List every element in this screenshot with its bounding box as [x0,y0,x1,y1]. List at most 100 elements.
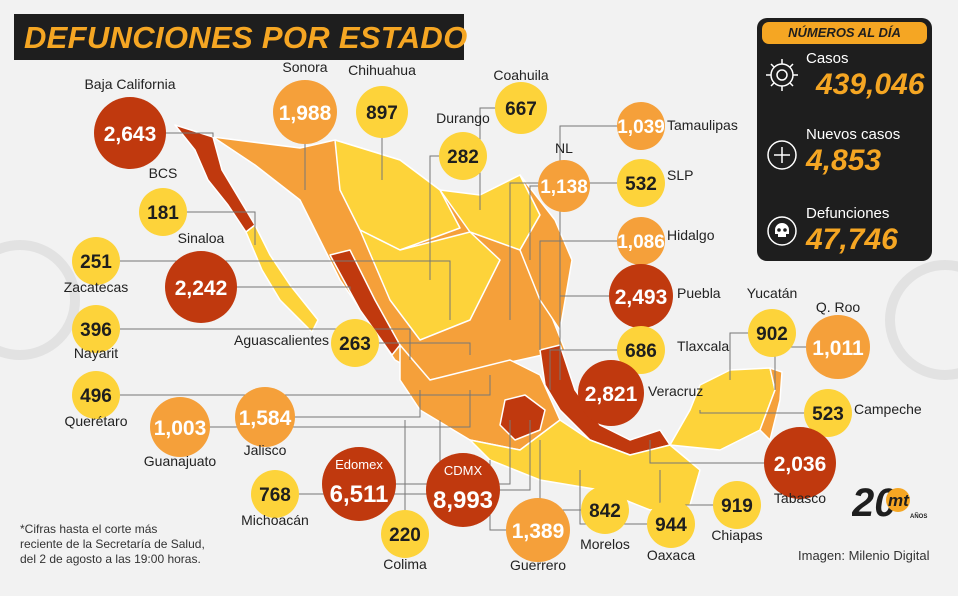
state-bubble-zacatecas [72,237,120,285]
state-label-baja-california: Baja California [84,76,175,92]
state-value-nl: 1,138 [540,177,588,198]
state-bubble-jalisco [235,387,295,447]
state-value-sinaloa: 2,242 [175,277,228,300]
state-bubble-puebla [609,264,673,328]
state-value-aguascalientes: 263 [339,334,371,355]
stat-value-nuevos-casos: 4,853 [806,144,882,177]
state-value-colima: 220 [389,525,421,546]
leader-line-jalisco [265,390,421,418]
state-label-cdmx: CDMX [444,463,483,478]
state-value-guanajuato: 1,003 [154,417,207,440]
state-label-guanajuato: Guanajuato [144,453,217,469]
state-label-nl: NL [555,140,573,156]
state-value-nayarit: 396 [80,320,112,341]
state-bubbles: 2,643 Baja California 1,988 Sonora 897 Chihua… [64,59,922,573]
leader-line-oaxaca [579,470,671,525]
state-bubble-colima [381,510,429,558]
state-label-nayarit: Nayarit [74,345,118,361]
state-value-guerrero: 1,389 [512,520,565,543]
state-value-puebla: 2,493 [615,286,668,309]
leader-line-quer-taro [96,375,491,396]
map-region-durango-zacatecas [359,229,501,341]
state-label-q-roo: Q. Roo [816,299,861,315]
state-label-morelos: Morelos [580,536,630,552]
state-value-baja-california: 2,643 [104,123,157,146]
state-label-veracruz: Veracruz [648,383,703,399]
map-region-edomex-cdmx [499,394,546,441]
state-label-yucat-n: Yucatán [747,285,798,301]
state-bubble-q-roo [806,315,870,379]
state-bubble-cdmx [426,453,500,527]
state-bubble-oaxaca [647,500,695,548]
state-bubble-aguascalientes [331,319,379,367]
state-label-michoac-n: Michoacán [241,512,309,528]
state-value-tamaulipas: 1,039 [617,117,665,138]
stats-header: NÚMEROS AL DÍA [762,22,927,44]
stat-value-casos: 439,046 [816,68,925,101]
state-value-bcs: 181 [147,203,179,224]
leader-line-nayarit [96,328,411,360]
state-value-veracruz: 2,821 [585,383,638,406]
logo-brand: mt [888,491,910,510]
state-value-q-roo: 1,011 [812,337,864,360]
state-bubble-tlaxcala [617,326,665,374]
state-bubble-nl [538,160,590,212]
stats-panel [757,18,932,261]
state-bubble-durango [439,132,487,180]
state-value-oaxaca: 944 [655,515,687,536]
state-label-hidalgo: Hidalgo [667,227,715,243]
state-value-michoac-n: 768 [259,485,291,506]
virus-icon [766,59,798,91]
state-label-bcs: BCS [149,165,178,181]
state-value-quer-taro: 496 [80,386,112,407]
state-bubble-quer-taro [72,371,120,419]
logo-sub: AÑOS [910,513,927,520]
state-label-tamaulipas: Tamaulipas [667,117,738,133]
state-value-yucat-n: 902 [756,324,788,345]
leader-line-edomex [359,420,511,485]
stat-label-defunciones: Defunciones [806,205,890,222]
state-label-campeche: Campeche [854,401,922,417]
leader-line-sinaloa [201,286,351,290]
leader-line-tabasco [649,440,800,464]
state-bubble-chihuahua [356,86,408,138]
state-value-durango: 282 [447,147,479,168]
state-bubble-yucat-n [748,309,796,357]
state-bubble-tabasco [764,427,836,499]
state-value-zacatecas: 251 [80,252,112,273]
leader-line-slp [509,182,641,320]
state-bubble-michoac-n [251,470,299,518]
image-credit: Imagen: Milenio Digital [798,548,930,563]
state-bubble-tamaulipas [617,102,665,150]
stat-value-defunciones: 47,746 [806,223,898,256]
state-label-sinaloa: Sinaloa [178,230,225,246]
leader-line-bcs [163,211,256,245]
state-value-tabasco: 2,036 [774,453,827,476]
stat-label-casos: Casos [806,50,849,67]
state-value-jalisco: 1,584 [239,407,292,430]
state-value-edomex: 6,511 [330,481,389,508]
state-bubble-bcs [139,188,187,236]
state-bubble-chiapas [713,481,761,529]
state-value-cdmx: 8,993 [433,487,493,514]
state-bubble-morelos [581,486,629,534]
state-bubble-coahuila [495,82,547,134]
stat-label-nuevos-casos: Nuevos casos [806,126,901,143]
state-label-sonora: Sonora [282,59,327,75]
milenio-20-anos-logo: 20 mt AÑOS [852,481,927,522]
state-value-chihuahua: 897 [366,103,398,124]
page-title: DEFUNCIONES POR ESTADO [24,20,468,55]
state-label-chiapas: Chiapas [711,527,762,543]
state-bubble-slp [617,159,665,207]
state-label-oaxaca: Oaxaca [647,547,695,563]
state-value-slp: 532 [625,174,657,195]
state-label-colima: Colima [383,556,427,572]
leader-line-aguascalientes [355,342,471,355]
state-bubble-edomex [322,447,396,521]
state-label-slp: SLP [667,167,693,183]
state-label-tabasco: Tabasco [774,490,826,506]
state-bubble-guanajuato [150,397,210,457]
state-label-zacatecas: Zacatecas [64,279,129,295]
state-bubble-sonora [273,80,337,144]
map-region-yucatan [669,367,776,451]
